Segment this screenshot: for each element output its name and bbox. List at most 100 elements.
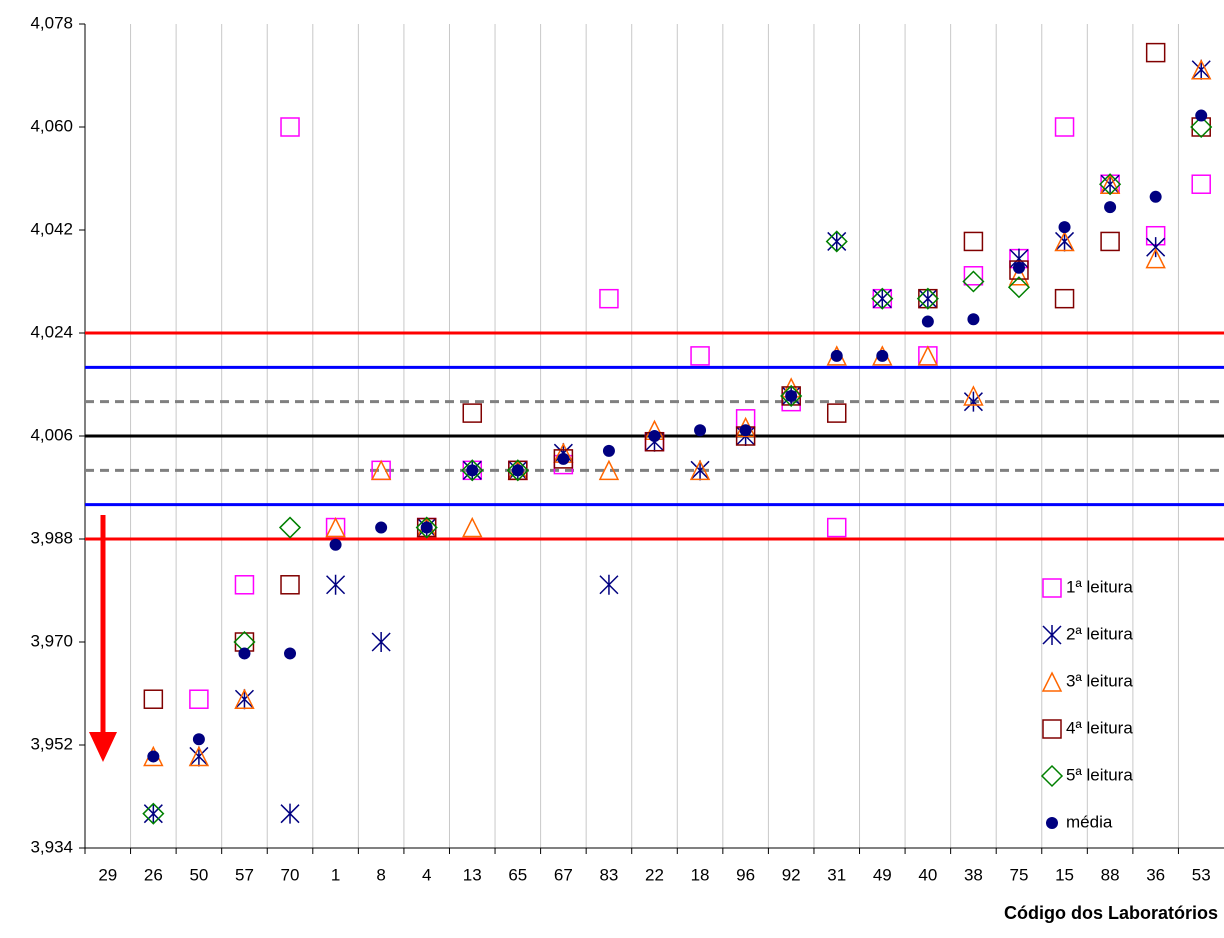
y-tick-label: 4,006 xyxy=(30,425,73,444)
marker-diamond xyxy=(278,516,302,539)
marker-diamond xyxy=(1007,276,1031,299)
marker-triangle xyxy=(1191,59,1212,80)
marker-diamond xyxy=(506,459,529,482)
marker-triangle xyxy=(234,688,255,709)
marker-triangle xyxy=(917,345,939,366)
marker-square xyxy=(1009,260,1029,280)
marker-dot xyxy=(1149,190,1162,203)
x-tick-label: 92 xyxy=(782,865,801,884)
y-tick-label: 4,024 xyxy=(30,322,73,341)
x-tick-label: 18 xyxy=(691,865,710,884)
marker-square xyxy=(1042,719,1062,739)
marker-square xyxy=(143,689,164,709)
y-tick-label: 4,060 xyxy=(30,116,73,135)
marker-dot xyxy=(1195,109,1208,122)
marker-asterisk xyxy=(189,746,209,767)
marker-asterisk xyxy=(1055,231,1075,252)
marker-triangle xyxy=(1041,671,1063,692)
marker-asterisk xyxy=(234,689,254,710)
y-tick-label: 4,078 xyxy=(30,13,73,32)
x-tick-label: 4 xyxy=(422,865,431,884)
marker-dot xyxy=(557,452,570,465)
x-tick-label: 49 xyxy=(873,865,892,884)
marker-diamond xyxy=(825,230,848,253)
marker-square xyxy=(1145,42,1166,63)
marker-square xyxy=(963,231,984,252)
marker-square xyxy=(1100,231,1120,252)
marker-asterisk xyxy=(371,632,391,652)
y-tick-label: 3,988 xyxy=(30,528,73,547)
x-tick-label: 31 xyxy=(827,865,846,884)
x-tick-label: 22 xyxy=(645,865,664,884)
marker-diamond xyxy=(1040,764,1064,788)
marker-square xyxy=(325,517,346,538)
marker-square xyxy=(1054,288,1075,309)
x-tick-label: 65 xyxy=(508,865,527,884)
marker-asterisk xyxy=(280,803,300,824)
marker-dot xyxy=(329,538,342,551)
legend-label: 1ª leitura xyxy=(1066,577,1133,596)
arrow-head xyxy=(89,732,117,762)
marker-dot xyxy=(375,521,388,534)
marker-triangle xyxy=(689,459,711,481)
y-tick-label: 3,952 xyxy=(30,734,73,753)
marker-dot xyxy=(284,647,297,660)
x-tick-label: 83 xyxy=(599,865,618,884)
marker-diamond xyxy=(1190,115,1213,139)
y-tick-label: 4,042 xyxy=(30,219,73,238)
marker-asterisk xyxy=(918,288,938,309)
x-tick-label: 57 xyxy=(235,865,254,884)
legend-label: 5ª leitura xyxy=(1066,765,1133,784)
marker-asterisk xyxy=(872,288,892,309)
marker-square xyxy=(189,689,209,709)
marker-dot xyxy=(1104,201,1117,214)
marker-dot xyxy=(466,464,479,477)
marker-asterisk xyxy=(599,574,619,595)
marker-diamond xyxy=(780,384,803,408)
marker-diamond xyxy=(142,802,165,825)
x-tick-label: 1 xyxy=(331,865,340,884)
x-tick-label: 70 xyxy=(281,865,300,884)
marker-asterisk xyxy=(1146,237,1166,258)
marker-square xyxy=(1054,117,1075,137)
x-tick-label: 96 xyxy=(736,865,755,884)
marker-dot xyxy=(694,424,707,437)
marker-dot xyxy=(147,750,160,763)
marker-dot xyxy=(1058,221,1071,234)
marker-asterisk xyxy=(690,460,710,481)
x-tick-label: 26 xyxy=(144,865,163,884)
marker-asterisk xyxy=(143,803,163,824)
arrow xyxy=(89,515,117,762)
marker-triangle xyxy=(188,745,210,767)
x-tick-label: 40 xyxy=(918,865,937,884)
marker-square xyxy=(280,117,300,137)
x-tick-label: 50 xyxy=(189,865,208,884)
marker-triangle xyxy=(370,459,392,481)
marker-asterisk xyxy=(1042,625,1062,645)
x-tick-label: 88 xyxy=(1101,865,1120,884)
marker-square xyxy=(918,346,938,366)
marker-dot xyxy=(420,521,433,534)
marker-diamond xyxy=(415,516,438,539)
marker-square xyxy=(462,403,483,423)
x-tick-label: 29 xyxy=(98,865,117,884)
x-tick-label: 15 xyxy=(1055,865,1074,884)
marker-triangle xyxy=(963,385,984,406)
marker-diamond xyxy=(962,270,985,293)
marker-asterisk xyxy=(827,231,847,252)
x-tick-label: 53 xyxy=(1192,865,1211,884)
marker-square xyxy=(280,575,300,595)
marker-diamond xyxy=(871,287,894,310)
marker-triangle xyxy=(1054,230,1075,252)
marker-triangle xyxy=(462,516,483,538)
marker-dot xyxy=(785,389,798,402)
marker-triangle xyxy=(598,459,620,481)
legend-label: média xyxy=(1066,812,1113,831)
marker-dot xyxy=(967,313,980,326)
marker-dot xyxy=(238,647,251,660)
marker-asterisk xyxy=(1100,174,1120,195)
legend-label: 3ª leitura xyxy=(1066,671,1133,690)
legend-label: 4ª leitura xyxy=(1066,718,1133,737)
marker-dot xyxy=(830,349,843,362)
